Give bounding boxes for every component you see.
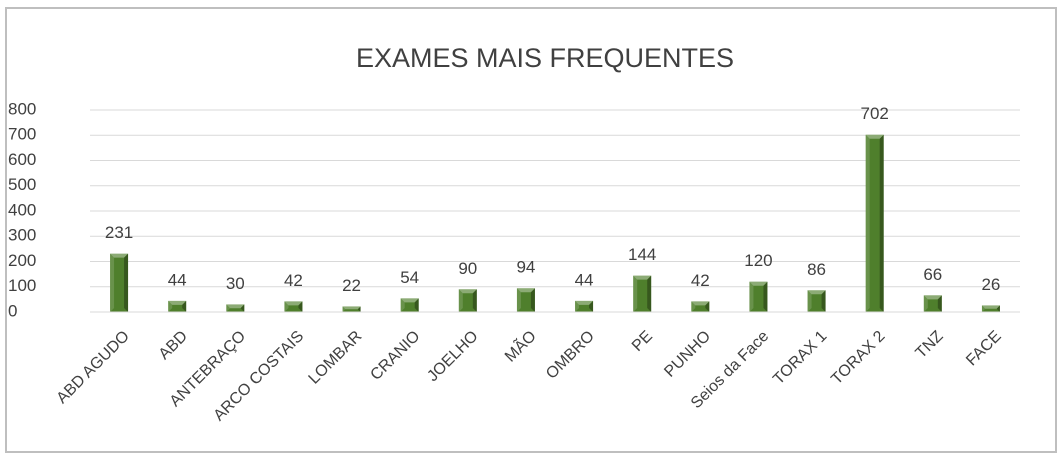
bar-bevel <box>516 288 535 293</box>
bar <box>633 275 652 312</box>
bar-bevel <box>691 301 696 312</box>
bar-bevel <box>923 295 928 312</box>
bar <box>981 305 1000 312</box>
bar <box>807 290 826 312</box>
data-label: 144 <box>628 245 656 264</box>
bar-bevel <box>633 275 638 312</box>
bar-bevel <box>749 281 754 312</box>
data-label: 30 <box>226 274 245 293</box>
bar-bevel <box>575 300 580 312</box>
bar-bevel <box>807 290 826 295</box>
bar-bevel <box>647 275 652 312</box>
bar-bevel <box>124 253 129 312</box>
y-tick-label: 500 <box>8 175 36 194</box>
bar-bevel <box>633 275 652 280</box>
bar <box>226 304 245 312</box>
y-tick-label: 400 <box>8 200 36 219</box>
data-label: 86 <box>807 260 826 279</box>
data-label: 66 <box>923 265 942 284</box>
bar-bevel <box>357 306 361 312</box>
bar <box>865 134 884 312</box>
bar-bevel <box>110 253 129 258</box>
bar-bevel <box>400 298 419 303</box>
bar <box>284 301 303 312</box>
bar-bevel <box>763 281 768 312</box>
bar-bevel <box>168 300 173 312</box>
bar-bevel <box>821 290 826 312</box>
data-label: 702 <box>861 104 889 123</box>
bar <box>400 298 419 312</box>
bar-bevel <box>691 301 710 306</box>
bar <box>691 301 710 312</box>
bar <box>516 288 535 312</box>
bar-bevel <box>168 300 187 305</box>
bar-bevel <box>996 305 1000 312</box>
bar <box>168 300 187 312</box>
bar-bevel <box>458 289 477 294</box>
data-label: 42 <box>284 271 303 290</box>
data-label: 26 <box>981 275 1000 294</box>
y-tick-label: 300 <box>8 226 36 245</box>
bar-bevel <box>298 301 303 312</box>
bar-bevel <box>879 134 884 312</box>
bar <box>458 289 477 312</box>
bar-bevel <box>981 305 1000 309</box>
data-label: 42 <box>691 271 710 290</box>
bar-bevel <box>530 288 535 312</box>
bar-bevel <box>865 134 870 312</box>
bar <box>342 306 361 312</box>
chart-frame <box>5 7 1057 453</box>
bar-bevel <box>342 306 361 310</box>
bar-bevel <box>749 281 768 286</box>
data-label: 22 <box>342 276 361 295</box>
bar <box>923 295 942 312</box>
bar-bevel <box>284 301 303 306</box>
bar <box>749 281 768 312</box>
chart-title: EXAMES MAIS FREQUENTES <box>356 43 734 73</box>
data-label: 54 <box>400 268 419 287</box>
bar-bevel <box>110 253 115 312</box>
data-label: 120 <box>744 251 772 270</box>
bar-bevel <box>705 301 710 312</box>
data-label: 231 <box>105 223 133 242</box>
bar-bevel <box>807 290 812 312</box>
y-tick-label: 0 <box>8 301 17 320</box>
bar-bevel <box>472 289 477 312</box>
bar-bevel <box>240 304 245 312</box>
bar-bevel <box>981 305 986 312</box>
bar-bevel <box>458 289 463 312</box>
bar <box>575 300 594 312</box>
bar-bevel <box>575 300 594 305</box>
bar-bevel <box>865 134 884 139</box>
data-label: 44 <box>575 270 594 289</box>
bar-bevel <box>516 288 521 312</box>
bar-bevel <box>226 304 231 312</box>
bar-bevel <box>284 301 289 312</box>
y-tick-label: 200 <box>8 251 36 270</box>
bar-bevel <box>923 295 942 300</box>
data-label: 94 <box>516 258 535 277</box>
bar-bevel <box>589 300 594 312</box>
data-label: 90 <box>458 259 477 278</box>
y-tick-label: 100 <box>8 276 36 295</box>
y-tick-label: 700 <box>8 125 36 144</box>
bar-bevel <box>342 306 346 312</box>
bar <box>110 253 129 312</box>
y-tick-label: 600 <box>8 150 36 169</box>
bar-bevel <box>226 304 245 309</box>
bar-bevel <box>937 295 942 312</box>
data-label: 44 <box>168 270 187 289</box>
bar-bevel <box>400 298 405 312</box>
bar-bevel <box>182 300 187 312</box>
bar-bevel <box>414 298 419 312</box>
y-tick-label: 800 <box>8 99 36 118</box>
